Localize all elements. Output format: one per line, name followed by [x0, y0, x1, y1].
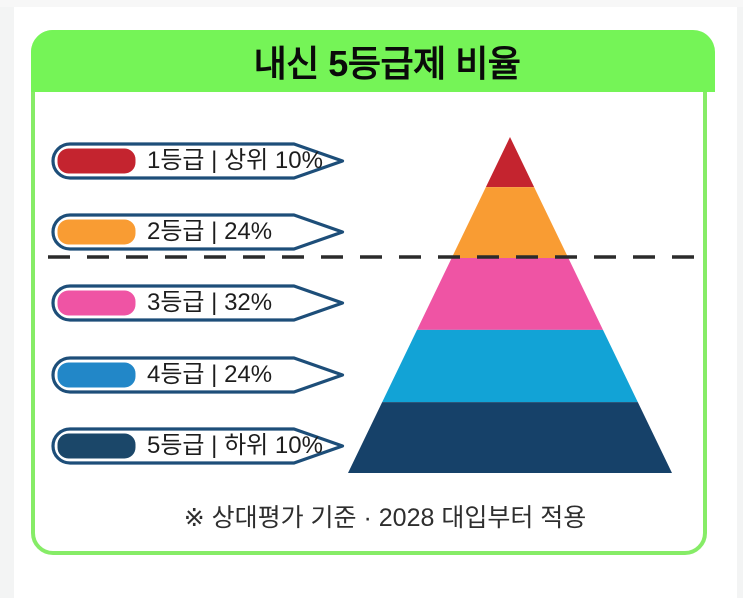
grade-4-swatch	[57, 362, 136, 388]
page-edge-left	[0, 0, 14, 598]
legend-item-grade-3: 3등급 | 32%	[50, 284, 346, 322]
legend-item-grade-2: 2등급 | 24%	[50, 213, 346, 251]
grade-2-swatch	[57, 219, 136, 245]
pyramid-band-5	[348, 402, 672, 473]
legend-item-grade-5: 5등급 | 하위 10%	[50, 427, 346, 465]
pyramid-band-4	[382, 329, 638, 403]
grade-3-label: 3등급 | 32%	[147, 289, 273, 316]
grade-5-swatch	[57, 433, 136, 459]
cutline-divider	[48, 255, 704, 259]
footer-note: ※ 상대평가 기준 · 2028 대입부터 적용	[183, 504, 587, 532]
infographic-card: 내신 5등급제 비율 1등급 | 상위 10% 2등급 | 24% 3등급 | …	[31, 30, 715, 555]
pyramid-band-1	[485, 137, 535, 188]
legend-item-grade-4: 4등급 | 24%	[50, 356, 346, 394]
grade-1-swatch	[57, 148, 136, 174]
page-edge-top	[0, 0, 743, 7]
grade-5-label: 5등급 | 하위 10%	[147, 432, 323, 459]
card-header: 내신 5등급제 비율	[31, 30, 715, 92]
pyramid-chart	[348, 137, 672, 473]
grade-1-label: 1등급 | 상위 10%	[147, 147, 323, 174]
grade-2-label: 2등급 | 24%	[147, 218, 273, 245]
pyramid-band-2	[451, 187, 569, 258]
page-title: 내신 5등급제 비율	[253, 43, 521, 84]
grade-3-swatch	[57, 290, 136, 316]
legend-item-grade-1: 1등급 | 상위 10%	[50, 142, 346, 180]
page-edge-right	[737, 0, 743, 598]
grade-4-label: 4등급 | 24%	[147, 361, 273, 388]
pyramid-band-3	[417, 257, 603, 330]
